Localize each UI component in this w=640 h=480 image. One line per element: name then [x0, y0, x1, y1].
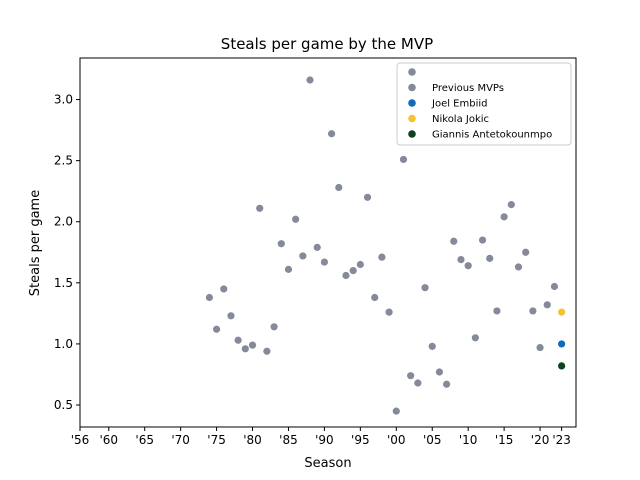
data-point — [457, 256, 465, 264]
data-point — [536, 343, 544, 352]
data-point — [371, 293, 379, 302]
x-tick-label: '00 — [387, 433, 406, 447]
data-point — [407, 372, 415, 380]
data-point — [414, 379, 422, 387]
data-point — [248, 341, 257, 349]
data-point — [256, 204, 264, 212]
data-point — [522, 248, 530, 256]
x-tick-label: '70 — [171, 433, 190, 447]
data-point — [399, 155, 408, 164]
legend: Previous MVPs Joel Embiid Nikola Jokic Gian… — [396, 62, 572, 146]
data-point — [543, 301, 551, 309]
data-point — [241, 345, 249, 353]
x-tick-label: '56 — [71, 433, 90, 447]
data-point — [320, 258, 329, 266]
data-point — [234, 336, 242, 344]
plot-frame — [79, 57, 577, 428]
data-point — [471, 334, 479, 342]
data-point — [558, 340, 566, 348]
x-tick-label: '15 — [495, 433, 514, 447]
data-point — [299, 252, 307, 260]
legend-box — [396, 62, 572, 146]
data-point — [227, 312, 235, 320]
x-tick-label: '75 — [207, 433, 226, 447]
plot-marks — [205, 76, 566, 415]
data-point — [327, 130, 336, 138]
data-point — [558, 308, 566, 316]
data-point — [335, 183, 343, 192]
legend-label: Nikola Jokic — [432, 114, 489, 125]
y-tick-label: 1.0 — [54, 337, 73, 351]
y-tick-label: 2.0 — [54, 215, 73, 229]
legend-label: Joel Embiid — [431, 99, 488, 110]
data-point — [478, 236, 487, 244]
data-point — [263, 347, 271, 355]
data-point — [421, 284, 429, 292]
data-point — [435, 368, 444, 376]
data-point — [220, 285, 228, 293]
y-axis-label: Steals per game — [28, 190, 43, 296]
data-point — [277, 240, 285, 248]
data-point — [464, 262, 472, 270]
x-tick-label: '20 — [531, 433, 550, 447]
y-tick-label: 1.5 — [54, 276, 73, 290]
y-axis-ticks: 0.5 1.0 1.5 2.0 2.5 3.0 — [54, 93, 80, 412]
data-point — [507, 201, 515, 209]
data-point — [284, 265, 293, 273]
data-point — [550, 282, 559, 291]
x-tick-label: '90 — [315, 433, 334, 447]
x-tick-label: '23 — [552, 433, 571, 447]
data-point — [486, 254, 494, 262]
data-point — [450, 237, 458, 245]
x-tick-label: '80 — [243, 433, 262, 447]
data-point — [428, 342, 436, 350]
data-point — [292, 215, 300, 223]
data-point — [500, 213, 508, 221]
data-point — [212, 325, 221, 333]
x-axis-label: Season — [304, 456, 351, 471]
legend-marker — [408, 68, 416, 76]
data-point — [558, 362, 566, 370]
data-point — [270, 323, 278, 331]
x-tick-label: '95 — [351, 433, 370, 447]
legend-label: Giannis Antetokounmpo — [432, 130, 552, 141]
y-tick-label: 0.5 — [54, 398, 73, 412]
legend-label: Previous MVPs — [432, 83, 504, 94]
x-tick-label: '60 — [99, 433, 118, 447]
data-point — [385, 308, 393, 316]
data-point — [342, 271, 350, 280]
data-point — [356, 260, 364, 269]
x-tick-label: '85 — [279, 433, 298, 447]
data-point — [349, 267, 357, 275]
data-point — [363, 193, 372, 201]
data-point — [392, 407, 400, 415]
data-point — [443, 380, 451, 388]
legend-marker — [408, 83, 416, 92]
legend-marker — [408, 114, 416, 123]
data-point — [514, 263, 523, 271]
legend-marker — [408, 130, 416, 138]
data-point — [205, 293, 213, 302]
chart-title: Steals per game by the MVP — [221, 35, 433, 53]
data-point — [313, 243, 321, 251]
data-point — [493, 307, 501, 315]
x-axis-ticks: '56 '60 '65 '70 '75 '80 '85 '90 '95 '00 '05 '10 '15 '… — [71, 427, 571, 447]
legend-marker — [408, 99, 416, 107]
data-point — [529, 307, 537, 315]
x-tick-label: '65 — [135, 433, 154, 447]
x-tick-label: '05 — [423, 433, 442, 447]
data-point — [378, 253, 386, 261]
y-tick-label: 2.5 — [54, 154, 73, 168]
data-point — [306, 76, 314, 84]
x-tick-label: '10 — [459, 433, 478, 447]
y-tick-label: 3.0 — [54, 93, 73, 107]
